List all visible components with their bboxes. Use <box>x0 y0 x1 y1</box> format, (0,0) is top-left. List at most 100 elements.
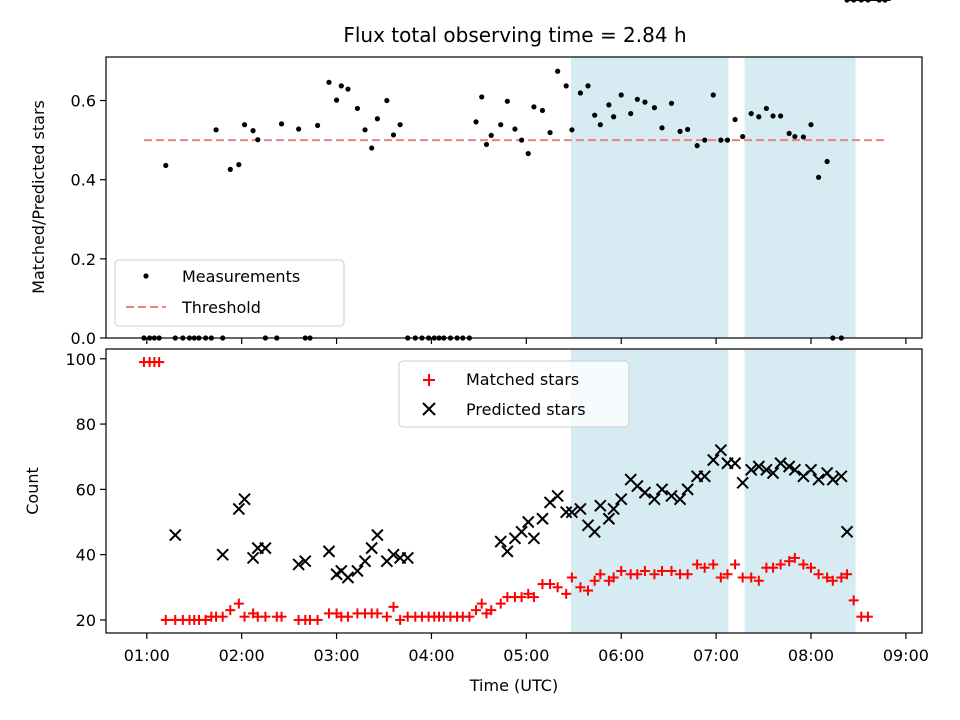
x-tick-label: 06:00 <box>598 646 644 665</box>
measurement-point <box>651 105 658 111</box>
matched-star-point <box>545 579 556 590</box>
predicted-star-point <box>358 554 372 568</box>
measurement-point <box>710 92 716 98</box>
matched-star-point <box>464 611 475 622</box>
predicted-star-point <box>665 489 678 503</box>
predicted-star-point <box>707 453 720 467</box>
legend-predicted-label: Predicted stars <box>466 400 586 419</box>
measurement-point <box>718 137 724 143</box>
matched-star-point <box>682 569 693 580</box>
measurement-point <box>555 68 561 74</box>
predicted-star-point <box>365 541 378 555</box>
measurement-point <box>488 132 494 138</box>
x-axis-label: Time (UTC) <box>469 676 558 695</box>
matched-star-point <box>730 559 741 570</box>
measurement-point <box>808 122 814 128</box>
x-tick-label: 05:00 <box>503 646 549 665</box>
predicted-star-point <box>615 492 628 506</box>
measurement-point <box>563 83 569 89</box>
bottom-y-axis-label: Count <box>23 467 42 515</box>
measurement-point <box>163 162 169 169</box>
bottom-axes-frame <box>105 348 923 634</box>
x-tick-label: 04:00 <box>408 646 454 665</box>
measurement-point <box>278 121 285 127</box>
predicted-star-point <box>804 463 818 476</box>
matched-star-point <box>692 559 703 570</box>
measurement-point <box>518 137 525 143</box>
measurement-point <box>296 126 302 132</box>
predicted-star-point <box>551 489 564 503</box>
matched-star-point <box>486 605 497 616</box>
predicted-star-point <box>760 463 773 476</box>
measurement-point <box>770 113 776 119</box>
measurement-point <box>255 137 261 143</box>
y-tick-label: 0.4 <box>71 171 96 190</box>
matched-star-point <box>822 572 833 583</box>
measurement-point <box>824 158 830 165</box>
measurement-point <box>677 128 683 135</box>
measurement-point <box>597 122 603 128</box>
matched-star-point <box>260 611 271 622</box>
predicted-star-point <box>387 548 400 561</box>
measurement-point <box>539 107 546 114</box>
predicted-star-point <box>588 525 601 539</box>
matched-star-point <box>798 559 809 570</box>
matched-star-point <box>516 592 527 603</box>
matched-star-point <box>657 565 668 576</box>
predicted-star-point <box>812 473 825 486</box>
matched-star-point <box>608 572 619 583</box>
measurement-point <box>792 133 798 140</box>
predicted-star-point <box>232 502 246 516</box>
measurement-point <box>577 90 584 96</box>
measurement-point <box>241 122 248 128</box>
bottom-y-ticks: 20 40 60 80 100 <box>65 350 106 630</box>
predicted-star-point <box>259 541 272 555</box>
legend-threshold-label: Threshold <box>181 298 261 317</box>
matched-star-point <box>225 605 236 616</box>
matched-star-point <box>342 611 353 622</box>
predicted-star-point <box>774 457 787 470</box>
matched-star-point <box>836 572 847 583</box>
matched-star-point <box>471 605 482 616</box>
measurement-point <box>628 110 634 117</box>
matched-star-point <box>589 575 600 586</box>
matched-star-point <box>583 585 594 596</box>
predicted-star-point <box>565 506 579 519</box>
measurement-point <box>702 137 708 143</box>
matched-star-point <box>746 572 757 583</box>
measurement-point <box>338 83 344 89</box>
measurement-point <box>504 98 510 104</box>
measurement-point <box>634 96 640 102</box>
bottom-x-ticks: 01:00 02:00 03:00 04:00 05:00 06:00 07:00 08:00… <box>124 633 929 665</box>
matched-star-point <box>200 614 211 625</box>
predicted-star-point <box>494 535 507 548</box>
predicted-star-point <box>341 571 355 584</box>
measurement-point <box>778 113 784 119</box>
matched-star-point <box>649 569 660 580</box>
measurement-point <box>213 127 219 133</box>
predicted-star-point <box>299 554 312 568</box>
legend-measurements-marker <box>143 273 149 279</box>
predicted-star-point <box>835 470 848 483</box>
measurement-point <box>483 141 490 148</box>
measurement-point <box>763 105 769 112</box>
legend-matched-label: Matched stars <box>466 370 579 389</box>
measurement-point <box>314 122 321 129</box>
matched-star-point <box>632 569 643 580</box>
measurement-point <box>397 122 403 128</box>
measurement-point <box>569 127 575 133</box>
top-y-ticks: 0.0 0.2 0.4 0.6 <box>71 92 106 348</box>
measurement-point <box>786 130 792 136</box>
chart-title: Flux total observing time = 2.84 h <box>343 23 686 47</box>
matched-star-point <box>388 601 399 612</box>
measurement-point <box>374 116 380 122</box>
matched-star-point <box>848 595 859 606</box>
predicted-star-point <box>536 512 549 525</box>
measurement-point <box>585 83 591 89</box>
measurement-point <box>685 126 691 133</box>
measurement-point <box>740 133 746 140</box>
matched-star-point <box>813 569 824 580</box>
predicted-star-point <box>602 512 616 525</box>
predicted-star-point <box>169 528 182 542</box>
